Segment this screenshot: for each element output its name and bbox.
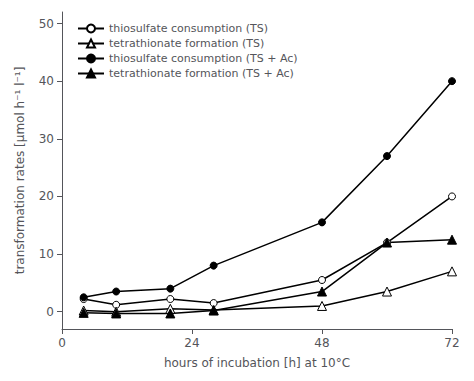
svg-text:40: 40 (39, 74, 54, 88)
svg-text:hours of incubation [h] at 10°: hours of incubation [h] at 10°C (164, 356, 350, 370)
svg-text:thiosulfate consumption (TS): thiosulfate consumption (TS) (109, 22, 268, 35)
svg-text:10: 10 (39, 247, 54, 261)
svg-text:30: 30 (39, 132, 54, 146)
svg-text:transformation rates [μmol h⁻¹: transformation rates [μmol h⁻¹ l⁻¹] (13, 67, 27, 275)
svg-text:tetrathionate formation (TS +: tetrathionate formation (TS + Ac) (109, 67, 294, 80)
svg-text:0: 0 (58, 336, 66, 350)
svg-text:20: 20 (39, 189, 54, 203)
svg-text:48: 48 (314, 336, 329, 350)
svg-text:tetrathionate formation (TS): tetrathionate formation (TS) (109, 37, 264, 50)
svg-text:50: 50 (39, 17, 54, 31)
svg-text:24: 24 (184, 336, 199, 350)
svg-text:thiosulfate consumption (TS +: thiosulfate consumption (TS + Ac) (109, 52, 298, 65)
svg-text:0: 0 (46, 305, 54, 319)
svg-text:72: 72 (444, 336, 459, 350)
